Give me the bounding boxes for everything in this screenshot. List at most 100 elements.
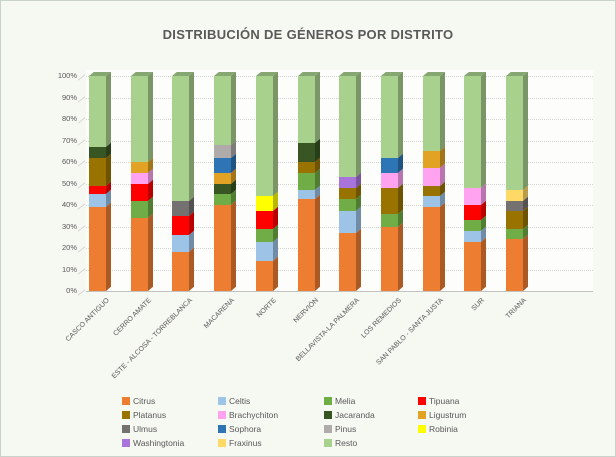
- legend-label: Washingtonia: [133, 437, 185, 448]
- bar-segment-citrus: [255, 260, 273, 291]
- y-axis-label: 30%: [61, 221, 77, 231]
- y-axis-label: 40%: [61, 200, 77, 209]
- legend-swatch-sophora: [218, 424, 226, 433]
- bar-front-face: [380, 76, 398, 291]
- axis-depth-tick: [77, 224, 86, 232]
- bar-segment-side: [272, 71, 278, 197]
- legend-label: Ligustrum: [429, 409, 467, 420]
- legend-item-ligustrum: Ligustrum: [418, 408, 494, 421]
- bar-segment-side: [523, 235, 528, 291]
- bar-segment-ligustrum: [422, 151, 440, 169]
- bar-side-face: [481, 71, 487, 291]
- bar-side-face: [356, 71, 362, 291]
- bar-segment-citrus: [89, 207, 106, 291]
- bar-side-face: [397, 71, 403, 291]
- bar-front-face: [506, 76, 523, 291]
- bar-segment-platanus: [339, 187, 357, 199]
- bar-cerro-amate: [130, 71, 154, 291]
- axis-depth-tick: [77, 246, 86, 253]
- legend-label: Resto: [335, 437, 358, 448]
- legend-swatch-melia: [324, 396, 332, 405]
- bar-segment-celtis: [297, 189, 315, 199]
- bar-side-face: [106, 71, 111, 291]
- bar-san-pablo-santa-justa: [422, 71, 446, 291]
- bar-los-remedios: [380, 71, 404, 291]
- legend-label: Sophora: [229, 423, 262, 434]
- bar-segment-resto: [297, 76, 315, 143]
- legend-label: Tipuana: [429, 395, 460, 406]
- bar-segment-side: [439, 71, 445, 152]
- bar-bellavista-la-palmera: [339, 71, 362, 291]
- legend-swatch-celtis: [218, 396, 226, 405]
- bar-segment-tipuana: [464, 205, 482, 221]
- legend-swatch-robinia: [418, 424, 426, 433]
- bar-segment-platanus: [89, 157, 106, 186]
- legend-item-celtis: Celtis: [218, 394, 324, 407]
- legend-item-platanus: Platanus: [122, 408, 218, 421]
- bar-front-face: [255, 76, 273, 291]
- bar-este-alcosa-torreblanca: [172, 71, 195, 291]
- bar-segment-citrus: [464, 241, 482, 291]
- bar-segment-celtis: [89, 194, 106, 208]
- bar-segment-platanus: [297, 162, 315, 173]
- axis-depth-tick: [77, 95, 86, 103]
- bar-segment-melia: [255, 228, 273, 242]
- y-axis-label: 20%: [61, 243, 77, 252]
- bar-segment-citrus: [214, 205, 232, 291]
- bar-segment-tipuana: [255, 211, 273, 229]
- bar-segment-tipuana: [172, 215, 190, 236]
- bar-segment-ligustrum: [130, 162, 148, 173]
- bar-segment-robinia: [255, 196, 273, 212]
- bar-segment-resto: [255, 76, 273, 197]
- legend-label: Fraxinus: [229, 437, 262, 448]
- bar-segment-side: [231, 71, 237, 145]
- bar-segment-side: [231, 200, 237, 291]
- bar-segment-side: [147, 213, 153, 291]
- bar-segment-melia: [464, 220, 482, 231]
- bar-segment-tipuana: [89, 185, 106, 195]
- legend-swatch-tipuana: [418, 396, 426, 405]
- bar-segment-washingtonia: [339, 177, 357, 188]
- y-axis-label: 90%: [61, 92, 77, 102]
- bar-segment-resto: [506, 76, 523, 190]
- bar-segment-melia: [380, 213, 398, 227]
- bar-segment-platanus: [506, 211, 523, 229]
- bar-segment-citrus: [297, 198, 315, 291]
- bar-segment-citrus: [380, 226, 398, 291]
- bar-segment-melia: [297, 172, 315, 190]
- bar-segment-side: [356, 228, 362, 291]
- legend-swatch-jacaranda: [324, 410, 332, 419]
- bar-segment-citrus: [422, 207, 440, 291]
- bar-segment-side: [147, 71, 153, 163]
- bar-front-face: [297, 76, 315, 291]
- bar-segment-side: [189, 248, 195, 291]
- bar-side-face: [523, 71, 528, 291]
- bar-segment-platanus: [380, 187, 398, 214]
- legend-swatch-citrus: [122, 396, 130, 405]
- x-axis-label: CASCO ANTIGUO: [64, 297, 111, 344]
- axis-depth-tick: [77, 138, 86, 146]
- bar-segment-tipuana: [130, 183, 148, 201]
- bar-segment-melia: [339, 198, 357, 212]
- legend-item-fraxinus: Fraxinus: [218, 436, 324, 449]
- bar-segment-side: [481, 71, 487, 188]
- bar-segment-melia: [506, 228, 523, 240]
- legend-item-tipuana: Tipuana: [418, 394, 494, 407]
- legend-item-ulmus: Ulmus: [122, 422, 218, 435]
- bar-triana: [506, 71, 529, 291]
- bar-segment-resto: [380, 76, 398, 158]
- bar-segment-ulmus: [506, 200, 523, 212]
- bar-segment-citrus: [172, 252, 190, 291]
- bar-norte: [255, 71, 279, 291]
- legend-swatch-platanus: [122, 410, 130, 419]
- bar-segment-resto: [89, 76, 106, 147]
- bar-segment-side: [481, 237, 487, 291]
- legend: Citrus Celtis Melia Tipuana Platanus Brachych…: [122, 394, 494, 449]
- bar-segment-ulmus: [172, 200, 190, 216]
- bar-segment-brachychiton: [422, 168, 440, 186]
- legend-label: Jacaranda: [335, 409, 375, 420]
- bar-side-face: [147, 71, 153, 291]
- bar-segment-side: [314, 194, 320, 291]
- bar-segment-brachychiton: [380, 172, 398, 188]
